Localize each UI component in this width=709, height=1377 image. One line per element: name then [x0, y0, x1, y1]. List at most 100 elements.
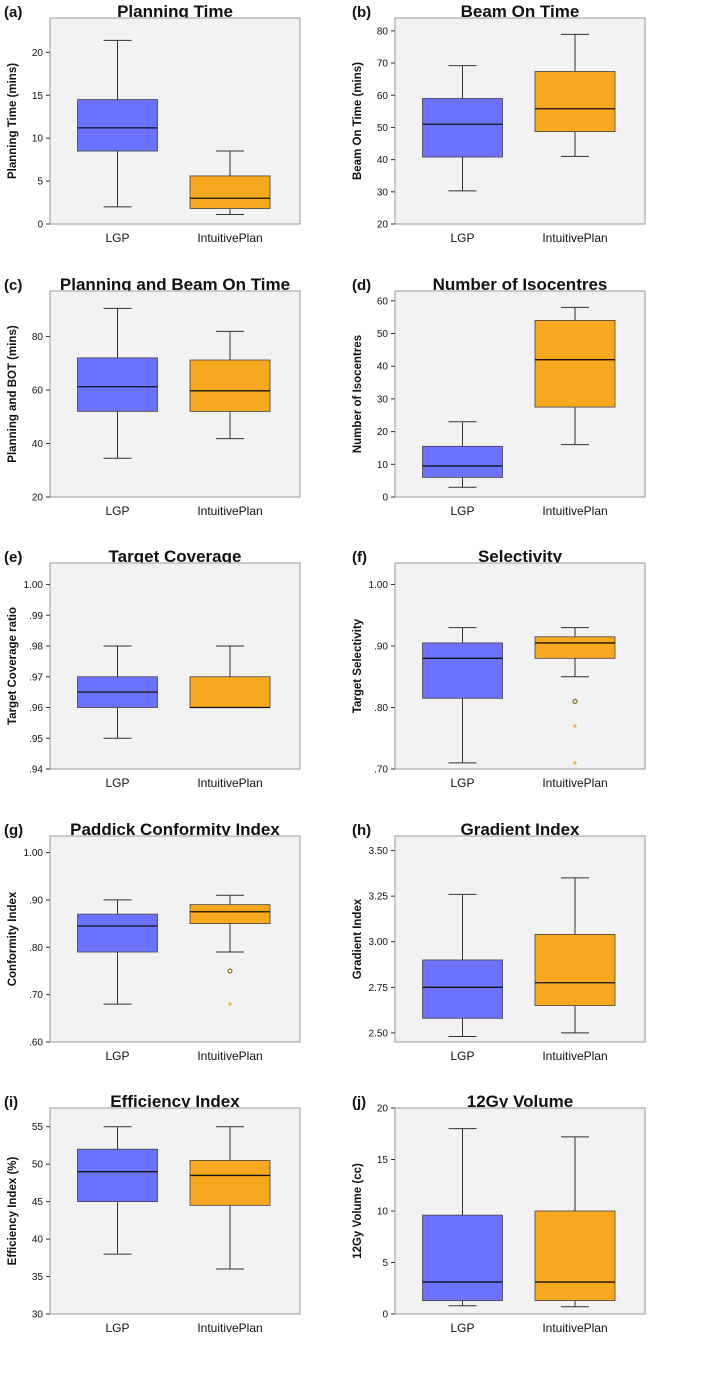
iqr-box [422, 959, 503, 1019]
y-axis-label: Efficiency Index (%) [7, 1157, 19, 1266]
panel-letter: (g) [4, 822, 23, 839]
x-category-label: IntuitivePlan [542, 1049, 607, 1063]
y-tick-label: .90 [374, 642, 388, 653]
y-tick-label: 15 [32, 91, 44, 102]
x-category-label: IntuitivePlan [542, 776, 607, 790]
panel-title: Planning Time [117, 2, 233, 21]
y-tick-label: 20 [377, 1104, 389, 1115]
x-category-label: IntuitivePlan [542, 1321, 607, 1335]
chart-panel-i: (i) Efficiency Index 30 35 40 45 50 55 Efficienc… [4, 1092, 301, 1335]
outlier-point [227, 968, 233, 974]
panel-letter: (d) [352, 277, 371, 294]
box-LGP [422, 627, 503, 764]
iqr-box [77, 357, 158, 412]
y-tick-label: 20 [377, 427, 389, 438]
chart-panel-g: (g) Paddick Conformity Index .60 .70 .80 .90 1… [4, 820, 301, 1063]
extreme-point [573, 724, 577, 728]
y-tick-label: 55 [32, 1122, 44, 1133]
y-tick-label: 0 [382, 493, 388, 504]
y-tick-label: 30 [32, 1310, 44, 1321]
panel-letter: (j) [352, 1094, 366, 1111]
chart-panel-a: (a) Planning Time 0 5 10 15 20 Planning Time (m… [4, 2, 301, 245]
iqr-box [534, 1210, 616, 1302]
y-tick-label: 10 [377, 460, 389, 471]
y-tick-label: .96 [29, 703, 43, 714]
y-axis-label: Planning and BOT (mins) [7, 325, 19, 463]
y-tick-label: 3.50 [369, 846, 389, 857]
panel-title: Efficiency Index [110, 1092, 240, 1111]
iqr-box [534, 71, 616, 133]
y-tick-label: 45 [32, 1197, 44, 1208]
y-tick-label: .70 [29, 990, 43, 1001]
x-category-label: IntuitivePlan [542, 231, 607, 245]
x-category-label: LGP [105, 1049, 129, 1063]
y-tick-label: 40 [377, 155, 389, 166]
y-axis-label: Number of Isocentres [352, 335, 364, 453]
panel-letter: (h) [352, 822, 371, 839]
iqr-box [77, 1148, 158, 1203]
y-axis-label: Target Coverage ratio [7, 607, 19, 725]
y-tick-label: .99 [29, 611, 43, 622]
panel-title: Selectivity [478, 547, 563, 566]
y-tick-label: 50 [32, 1160, 44, 1171]
iqr-box [189, 359, 271, 412]
chart-panel-d: (d) Number of Isocentres 0 10 20 30 40 50 60 Numb… [352, 275, 646, 518]
box-IntuitivePlan [534, 33, 616, 157]
iqr-box [534, 320, 616, 408]
panel-letter: (a) [4, 4, 22, 21]
iqr-box [189, 904, 271, 925]
y-tick-label: 3.25 [369, 892, 389, 903]
y-tick-label: 2.75 [369, 983, 389, 994]
y-tick-label: 60 [377, 91, 389, 102]
iqr-box [189, 175, 271, 209]
y-tick-label: .94 [29, 765, 43, 776]
box-LGP [422, 421, 503, 488]
y-tick-label: 1.00 [369, 580, 389, 591]
y-tick-label: 10 [377, 1207, 389, 1218]
x-category-label: LGP [450, 1049, 474, 1063]
x-category-label: LGP [105, 504, 129, 518]
iqr-box [534, 636, 616, 659]
y-axis-label: Beam On Time (mins) [352, 62, 364, 180]
box-LGP [77, 645, 158, 739]
panel-letter: (c) [4, 277, 22, 294]
x-category-label: LGP [105, 776, 129, 790]
y-tick-label: 40 [32, 439, 44, 450]
x-category-label: IntuitivePlan [197, 504, 262, 518]
y-tick-label: .95 [29, 734, 43, 745]
box-LGP [77, 1126, 158, 1255]
y-tick-label: 0 [382, 1310, 388, 1321]
y-tick-label: 10 [32, 134, 44, 145]
x-category-label: LGP [450, 1321, 474, 1335]
box-LGP [77, 39, 158, 208]
chart-panel-e: (e) Target Coverage .94 .95 .96 .97 .98 .99 1.00… [4, 547, 301, 790]
y-tick-label: 50 [377, 123, 389, 134]
box-LGP [77, 307, 158, 459]
box-IntuitivePlan [189, 645, 271, 709]
y-tick-label: 1.00 [24, 580, 44, 591]
y-tick-label: 20 [32, 48, 44, 59]
panel-title: Beam On Time [461, 2, 580, 21]
box-IntuitivePlan [189, 894, 271, 1006]
x-category-label: LGP [450, 776, 474, 790]
x-category-label: IntuitivePlan [197, 1049, 262, 1063]
y-tick-label: .90 [29, 895, 43, 906]
y-axis-label: Planning Time (mins) [7, 63, 19, 179]
box-IntuitivePlan [534, 306, 616, 446]
y-tick-label: 40 [377, 362, 389, 373]
iqr-box [77, 99, 158, 152]
iqr-box [189, 1160, 271, 1206]
panel-letter: (i) [4, 1094, 18, 1111]
y-tick-label: .80 [374, 703, 388, 714]
panel-title: Target Coverage [109, 547, 242, 566]
chart-panel-c: (c) Planning and Beam On Time 20 40 60 80 Plan… [4, 275, 301, 518]
box-LGP [422, 893, 503, 1038]
x-category-label: IntuitivePlan [197, 1321, 262, 1335]
x-category-label: LGP [450, 504, 474, 518]
chart-panel-b: (b) Beam On Time 20 30 40 50 60 70 80 Beam On Tim… [352, 2, 646, 245]
y-tick-label: 35 [32, 1272, 44, 1283]
y-tick-label: 50 [377, 329, 389, 340]
y-tick-label: 70 [377, 59, 389, 70]
y-tick-label: 2.50 [369, 1028, 389, 1039]
panel-letter: (e) [4, 549, 22, 566]
